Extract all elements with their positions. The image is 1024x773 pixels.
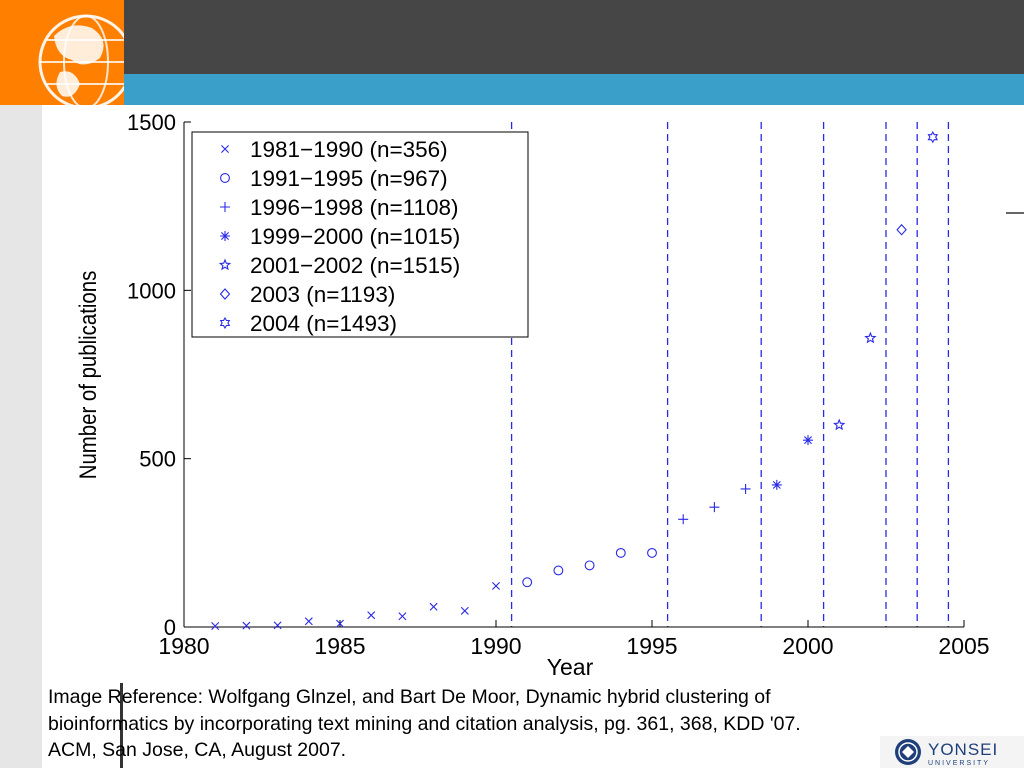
data-point [367,611,376,620]
data-point [429,602,438,611]
x-ticks: 1980 1985 1990 1995 2000 2005 [158,620,990,659]
globe-icon [38,14,124,105]
data-point [492,581,500,590]
data-point [833,418,846,431]
legend-label: 2003 (n=1193) [250,282,395,307]
caption-line: bioinformatics by incorporating text min… [48,712,801,735]
legend-item: 2003 (n=1193) [219,282,395,307]
header-logo [0,0,124,105]
data-point [219,316,231,330]
y-axis-label: Number of publications [74,271,101,480]
legend-label: 1981−1990 (n=356) [250,137,448,162]
data-point [896,223,907,236]
logo-subtext: UNIVERSITY [928,760,990,767]
legend-label: 2004 (n=1493) [250,311,397,336]
data-point [553,565,564,576]
data-point [522,577,533,588]
data-point [219,288,231,300]
data-point [220,173,230,183]
y-tick-label: 1500 [127,110,176,135]
data-point [398,612,407,621]
legend-item: 1999−2000 (n=1015) [220,224,460,249]
x-axis-label: Year [547,654,594,680]
legend-label: 1999−2000 (n=1015) [250,224,460,249]
university-logo: YONSEI UNIVERSITY [880,736,1024,768]
y-tick-label: 1000 [127,278,176,303]
data-point [218,258,232,271]
legend-item: 1991−1995 (n=967) [220,166,448,191]
data-point [864,331,877,344]
legend-item: 1996−1998 (n=1108) [220,195,459,220]
y-ticks: 0 500 1000 1500 [127,110,191,640]
data-point [460,606,469,615]
right-edge-mark [1006,212,1024,214]
chart-axes [183,122,964,628]
data-point [740,483,751,494]
data-point [678,514,689,525]
legend-item: 2004 (n=1493) [219,311,397,336]
chart-legend: 1981−1990 (n=356) 1991−1995 (n=967) 1996−1… [191,131,529,338]
data-point [221,145,229,153]
y-tick-label: 0 [164,615,176,640]
data-point [647,547,657,558]
university-seal-icon [895,739,921,765]
legend-box [191,131,529,338]
data-point [336,619,344,628]
yonsei-logo: YONSEI UNIVERSITY [880,736,1024,768]
x-tick-label: 1980 [158,633,209,659]
data-point [220,231,230,241]
x-tick-label: 1990 [470,633,521,659]
header-bar [124,0,1024,74]
image-reference-caption: Image Reference: Wolfgang Glnzel, and Ba… [48,684,978,764]
x-tick-label: 2000 [782,633,833,659]
x-tick-label: 2005 [938,633,989,659]
data-point [803,435,813,446]
data-point [273,621,282,630]
data-point [211,622,220,630]
data-point [584,560,595,571]
legend-item: 2001−2002 (n=1515) [218,253,460,278]
data-point [615,547,626,558]
y-tick-label: 500 [139,447,176,472]
legend-label: 2001−2002 (n=1515) [250,253,460,278]
chart-container: 0 500 1000 1500 1980 1985 1990 1995 2000 2005 Nu… [42,105,1006,683]
data-point [927,131,939,144]
x-tick-label: 1985 [314,633,365,659]
legend-label: 1991−1995 (n=967) [250,166,448,191]
data-point [242,621,251,630]
x-tick-label: 1995 [626,633,677,659]
caption-line: ACM, San Jose, CA, August 2007. [48,739,347,761]
data-point [220,202,230,212]
legend-label: 1996−1998 (n=1108) [250,195,459,220]
data-points [211,131,939,630]
legend-item: 1981−1990 (n=356) [221,137,448,162]
caption-line: Image Reference: Wolfgang Glnzel, and Ba… [48,686,771,708]
logo-text: YONSEI [928,740,998,759]
left-divider [120,682,123,768]
publications-chart: 0 500 1000 1500 1980 1985 1990 1995 2000 2005 Nu… [42,105,1006,683]
data-point [709,502,720,513]
left-margin-strip [0,105,42,768]
data-point [304,617,313,626]
header-accent-bar [124,74,1024,105]
data-point [771,479,782,490]
